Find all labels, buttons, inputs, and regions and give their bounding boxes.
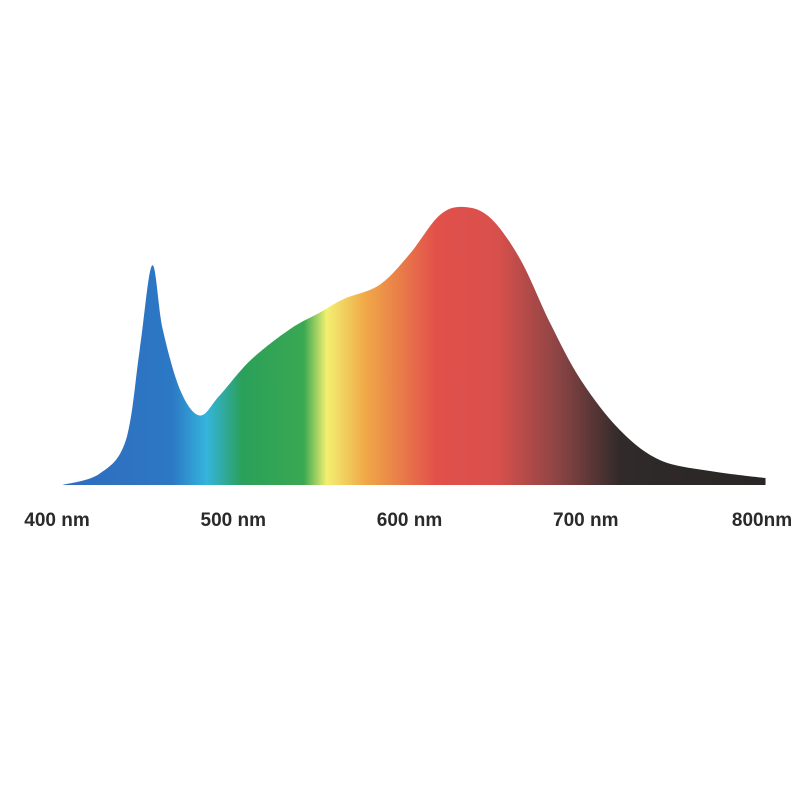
x-tick-label: 700 nm	[553, 510, 618, 531]
spectrum-area	[62, 206, 766, 485]
x-tick-label: 600 nm	[377, 510, 442, 531]
x-tick-label: 500 nm	[201, 510, 266, 531]
x-tick-label: 400 nm	[24, 510, 89, 531]
x-tick-label: 800nm	[732, 510, 792, 531]
